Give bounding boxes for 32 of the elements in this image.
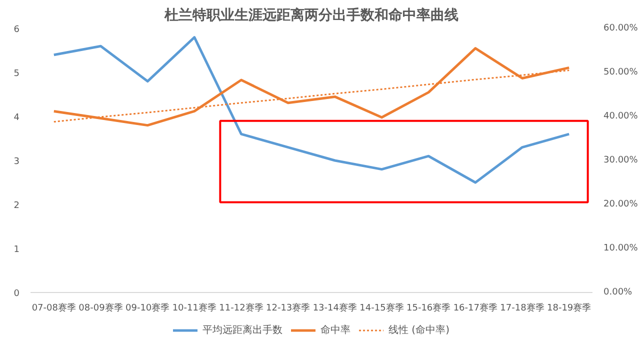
x-tick-label: 09-10赛季 [126,302,170,314]
x-tick-label: 18-19赛季 [547,302,592,314]
y2-tick-label: 0.00% [604,288,633,298]
y2-tick-label: 20.00% [604,200,638,210]
y-tick-label: 1 [14,245,20,255]
x-tick-label: 10-11赛季 [172,302,216,314]
y2-tick-label: 60.00% [604,24,638,34]
x-tick-label: 11-12赛季 [219,302,264,314]
y-tick-label: 4 [14,113,20,123]
x-tick-label: 16-17赛季 [453,302,498,314]
x-tick-label: 13-14赛季 [312,302,357,314]
line-series [52,47,570,127]
y2-tick-label: 40.00% [604,112,638,122]
x-tick-label: 07-08赛季 [32,302,76,314]
y2-tick-label: 50.00% [604,68,638,78]
y2-tick-label: 10.00% [604,244,638,254]
y-tick-label: 3 [14,157,20,167]
legend-label: 命中率 [320,324,351,337]
y-tick-label: 6 [14,25,20,35]
x-tick-label: 12-13赛季 [266,302,310,314]
line-series [52,36,570,184]
legend-label: 平均远距离出手数 [202,324,283,337]
x-tick-label: 14-15赛季 [360,302,404,314]
legend-label: 线性 (命中率) [388,324,450,337]
y-tick-label: 0 [14,289,20,299]
x-tick-label: 17-18赛季 [500,302,544,314]
x-tick-label: 15-16赛季 [406,302,451,314]
x-tick-label: 08-09赛季 [78,302,123,314]
chart-title: 杜兰特职业生涯远距离两分出手数和命中率曲线 [164,6,458,24]
y-tick-label: 2 [14,201,20,211]
y-tick-label: 5 [14,69,20,79]
y2-tick-label: 30.00% [604,156,638,166]
